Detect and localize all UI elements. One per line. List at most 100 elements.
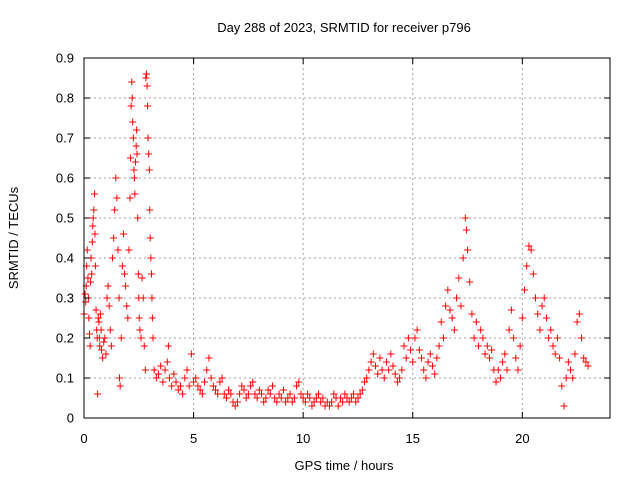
data-point	[325, 402, 333, 410]
data-point	[201, 378, 209, 386]
data-point	[170, 370, 178, 378]
data-point	[266, 390, 274, 398]
data-point	[483, 342, 491, 350]
data-point	[275, 390, 283, 398]
data-point	[148, 270, 156, 278]
data-point	[284, 394, 292, 402]
data-point	[472, 318, 480, 326]
data-point	[426, 350, 434, 358]
data-point	[247, 382, 255, 390]
data-point	[148, 294, 156, 302]
data-point	[385, 366, 393, 374]
data-point	[567, 366, 575, 374]
data-point	[185, 382, 193, 390]
data-point	[82, 298, 90, 306]
data-point	[238, 382, 246, 390]
y-axis-label: SRMTID / TECUs	[6, 186, 21, 289]
data-point	[264, 386, 272, 394]
data-point	[556, 354, 564, 362]
data-point	[121, 270, 129, 278]
data-point	[112, 174, 120, 182]
data-point	[279, 386, 287, 394]
data-point	[214, 390, 222, 398]
data-point	[133, 126, 141, 134]
data-point	[87, 278, 95, 286]
data-point	[464, 246, 472, 254]
data-point	[220, 390, 228, 398]
data-point	[97, 326, 105, 334]
data-point	[481, 350, 489, 358]
data-point	[374, 370, 382, 378]
data-point	[222, 394, 230, 402]
y-tick-label: 0.8	[56, 91, 74, 106]
data-point	[446, 306, 454, 314]
data-point	[194, 382, 202, 390]
data-point	[99, 354, 107, 362]
data-point	[290, 394, 298, 402]
data-point	[369, 350, 377, 358]
data-point	[113, 194, 121, 202]
data-point	[225, 386, 233, 394]
data-point	[339, 398, 347, 406]
data-point	[571, 350, 579, 358]
data-point	[273, 398, 281, 406]
data-point	[165, 374, 173, 382]
data-point	[479, 334, 487, 342]
data-point	[236, 390, 244, 398]
data-point	[146, 234, 154, 242]
data-point	[367, 358, 375, 366]
data-point	[196, 386, 204, 394]
data-point	[468, 310, 476, 318]
data-point	[145, 166, 153, 174]
data-point	[152, 374, 160, 382]
data-point	[91, 230, 99, 238]
data-point	[448, 314, 456, 322]
x-axis-label: GPS time / hours	[295, 458, 394, 473]
data-point	[98, 346, 106, 354]
data-point	[132, 158, 140, 166]
y-tick-label: 0	[67, 411, 74, 426]
data-point	[496, 374, 504, 382]
data-point	[330, 390, 338, 398]
y-tick-label: 0.4	[56, 251, 74, 266]
data-point	[125, 246, 133, 254]
data-point	[147, 254, 155, 262]
data-point	[299, 394, 307, 402]
data-point	[132, 142, 140, 150]
data-point	[356, 390, 364, 398]
data-point	[101, 334, 109, 342]
data-point	[365, 366, 373, 374]
data-point	[553, 334, 561, 342]
data-point	[396, 374, 404, 382]
data-points	[80, 70, 592, 410]
data-point	[470, 334, 478, 342]
data-point	[135, 314, 143, 322]
data-point	[148, 314, 156, 322]
data-point	[85, 330, 93, 338]
data-point	[126, 154, 134, 162]
data-point	[354, 394, 362, 402]
y-tick-label: 0.2	[56, 331, 74, 346]
data-point	[575, 310, 583, 318]
data-point	[527, 246, 535, 254]
x-tick-label: 20	[515, 431, 529, 446]
data-point	[433, 354, 441, 362]
data-point	[308, 402, 316, 410]
data-point	[111, 206, 119, 214]
data-point	[100, 338, 108, 346]
data-point	[363, 374, 371, 382]
data-point	[130, 174, 138, 182]
data-point	[122, 282, 130, 290]
data-point	[149, 334, 157, 342]
data-point	[88, 270, 96, 278]
data-point	[580, 354, 588, 362]
data-point	[428, 362, 436, 370]
data-point	[507, 306, 515, 314]
data-point	[442, 302, 450, 310]
data-point	[282, 398, 290, 406]
data-point	[411, 334, 419, 342]
data-point	[231, 402, 239, 410]
data-point	[155, 370, 163, 378]
data-point	[216, 378, 224, 386]
data-point	[413, 326, 421, 334]
